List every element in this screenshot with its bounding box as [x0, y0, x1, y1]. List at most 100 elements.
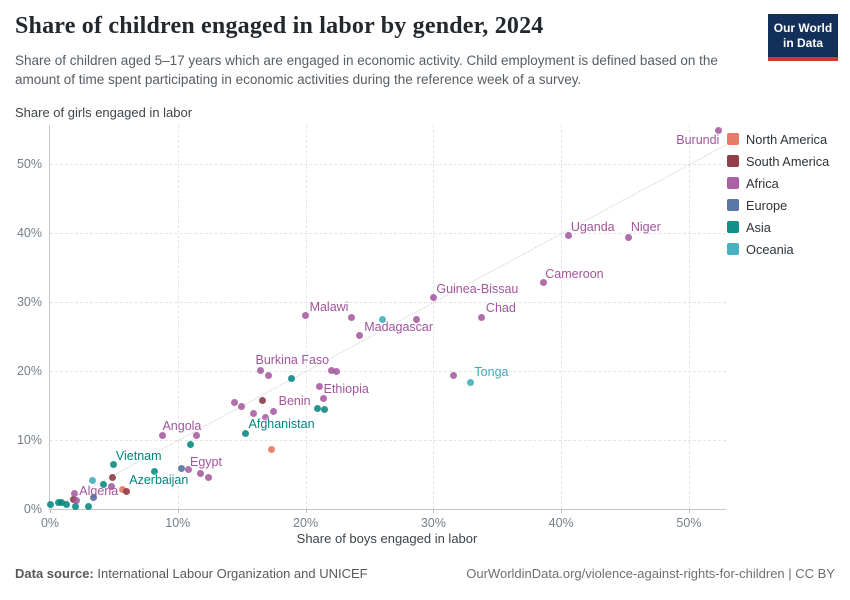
data-source-text: International Labour Organization and UN… [93, 566, 368, 581]
data-point-burkina-faso[interactable] [327, 366, 335, 374]
y-tick-label: 40% [16, 226, 42, 241]
legend-item-south-america[interactable]: South America [727, 150, 829, 172]
owid-logo-line2: in Data [782, 36, 823, 50]
data-point-malawi[interactable] [302, 312, 310, 320]
data-point[interactable] [88, 477, 96, 485]
data-point-uganda[interactable] [565, 231, 573, 239]
data-point[interactable] [288, 374, 296, 382]
x-gridline [561, 125, 563, 509]
data-point[interactable] [265, 372, 273, 380]
country-label-ethiopia[interactable]: Ethiopia [323, 382, 369, 397]
legend-label: North America [746, 131, 828, 147]
x-gridline [177, 125, 179, 509]
data-point[interactable] [109, 473, 117, 481]
data-point-benin[interactable] [270, 407, 278, 415]
x-tick-label: 20% [293, 516, 319, 530]
data-point-egypt[interactable] [184, 466, 192, 474]
data-point[interactable] [262, 413, 270, 421]
data-point[interactable] [267, 446, 275, 454]
data-point[interactable] [84, 502, 92, 510]
data-point[interactable] [73, 497, 81, 505]
country-label-burkina-faso[interactable]: Burkina Faso [255, 352, 330, 367]
data-point[interactable] [69, 495, 77, 503]
legend-label: Oceania [746, 241, 794, 257]
data-point[interactable] [230, 399, 238, 407]
data-point-tonga[interactable] [466, 378, 474, 386]
legend-swatch [727, 199, 739, 211]
legend-item-oceania[interactable]: Oceania [727, 238, 829, 260]
country-label-niger[interactable]: Niger [630, 219, 661, 234]
data-point-azerbaijan[interactable] [151, 467, 159, 475]
y-tick-label: 20% [16, 364, 42, 379]
country-label-benin[interactable]: Benin [278, 393, 311, 408]
country-label-tonga[interactable]: Tonga [474, 364, 509, 379]
data-point-guinea-bissau[interactable] [429, 293, 437, 301]
data-point[interactable] [321, 405, 329, 413]
data-point[interactable] [258, 397, 266, 405]
data-point-vietnam[interactable] [110, 461, 118, 469]
data-point[interactable] [63, 501, 71, 509]
x-tick-label: 50% [676, 516, 702, 530]
data-point[interactable] [378, 315, 386, 323]
owid-logo[interactable]: Our World in Data [768, 14, 838, 61]
data-point-burundi[interactable] [714, 127, 722, 134]
country-label-angola[interactable]: Angola [162, 419, 202, 434]
legend-swatch [727, 177, 739, 189]
data-point[interactable] [319, 394, 327, 402]
data-point[interactable] [72, 503, 80, 511]
data-point-chad[interactable] [478, 313, 486, 321]
country-label-cameroon[interactable]: Cameroon [545, 266, 604, 281]
data-point[interactable] [107, 483, 115, 491]
country-label-guinea-bissau[interactable]: Guinea-Bissau [436, 281, 519, 296]
legend-item-africa[interactable]: Africa [727, 172, 829, 194]
data-point[interactable] [332, 368, 340, 376]
data-point-algeria[interactable] [70, 490, 78, 498]
data-point[interactable] [257, 366, 265, 374]
data-point[interactable] [119, 486, 127, 494]
data-point[interactable] [187, 440, 195, 448]
data-point[interactable] [100, 480, 108, 488]
legend-item-europe[interactable]: Europe [727, 194, 829, 216]
country-label-afghanistan[interactable]: Afghanistan [248, 416, 315, 431]
data-point[interactable] [197, 469, 205, 477]
y-gridline [50, 233, 726, 235]
country-label-azerbaijan[interactable]: Azerbaijan [129, 472, 189, 487]
data-point-afghanistan[interactable] [242, 429, 250, 437]
country-label-chad[interactable]: Chad [485, 300, 516, 315]
data-point[interactable] [450, 372, 458, 380]
data-point[interactable] [55, 499, 63, 507]
data-point[interactable] [123, 488, 131, 496]
x-tick-label: 0% [40, 516, 60, 530]
data-point[interactable] [193, 432, 201, 440]
owid-citation-link[interactable]: OurWorldinData.org/violence-against-righ… [466, 566, 835, 581]
country-label-malawi[interactable]: Malawi [309, 300, 349, 315]
page-title: Share of children engaged in labor by ge… [15, 13, 544, 39]
data-point-angola[interactable] [158, 432, 166, 440]
owid-logo-line1: Our World [773, 21, 833, 35]
x-tickmark [688, 509, 690, 513]
legend-swatch [727, 221, 739, 233]
data-point[interactable] [89, 493, 97, 501]
country-label-egypt[interactable]: Egypt [190, 455, 222, 470]
data-point[interactable] [249, 409, 257, 417]
data-point-ethiopia[interactable] [316, 383, 324, 391]
x-gridline [688, 125, 690, 509]
data-point[interactable] [178, 464, 186, 472]
data-point[interactable] [413, 315, 421, 323]
data-point[interactable] [238, 402, 246, 410]
country-label-uganda[interactable]: Uganda [570, 219, 615, 234]
country-label-madagascar[interactable]: Madagascar [364, 320, 434, 335]
data-point[interactable] [348, 313, 356, 321]
data-point[interactable] [313, 404, 321, 412]
country-label-vietnam[interactable]: Vietnam [115, 449, 162, 464]
data-point-madagascar[interactable] [355, 332, 363, 340]
legend-swatch [727, 133, 739, 145]
legend-item-asia[interactable]: Asia [727, 216, 829, 238]
data-point-cameroon[interactable] [539, 278, 547, 286]
data-point[interactable] [204, 473, 212, 481]
legend-item-north-america[interactable]: North America [727, 128, 829, 150]
data-point[interactable] [46, 501, 54, 509]
country-label-burundi[interactable]: Burundi [676, 133, 720, 147]
data-point-niger[interactable] [625, 233, 633, 241]
